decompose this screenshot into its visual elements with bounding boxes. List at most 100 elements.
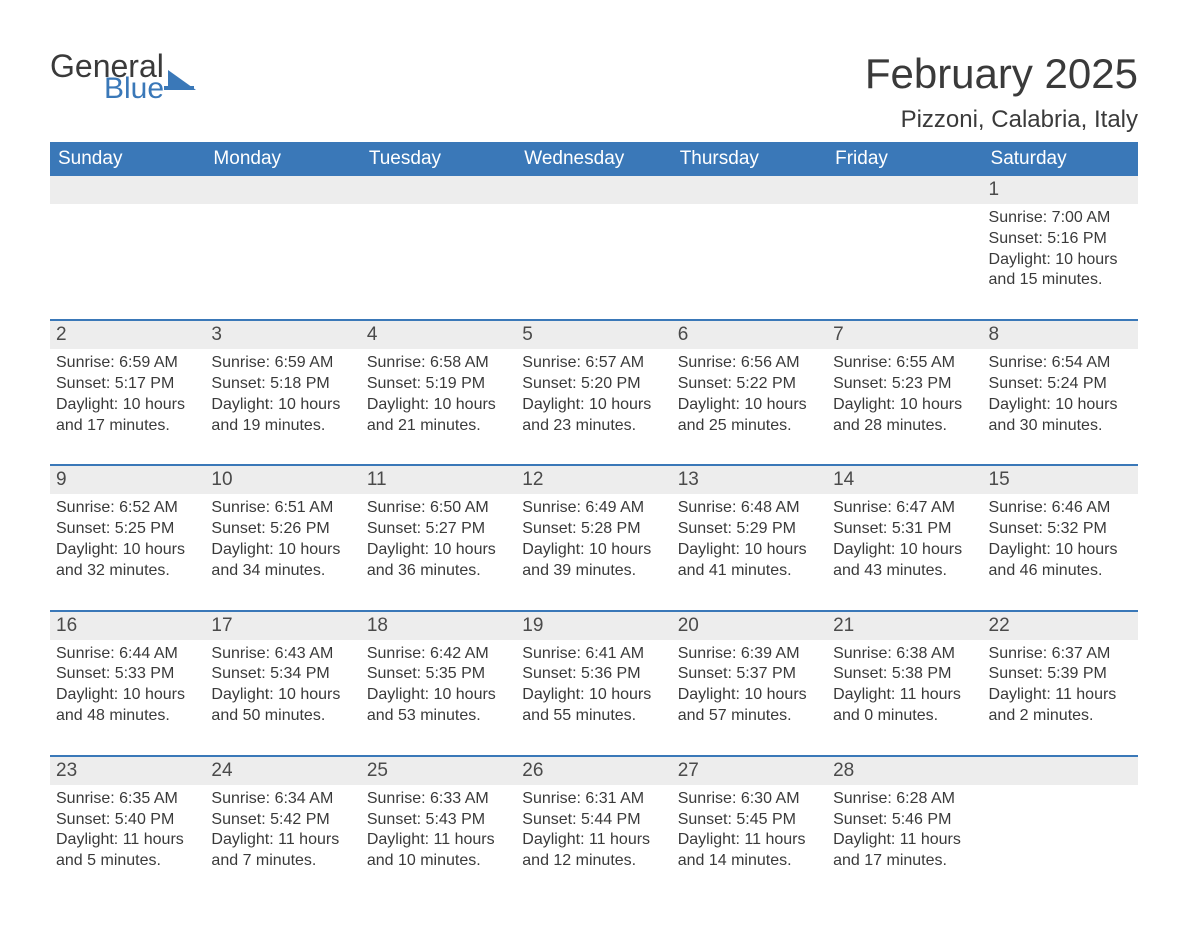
sunrise-line: Sunrise: 6:43 AM — [211, 644, 354, 665]
day-info-cell: Sunrise: 6:41 AMSunset: 5:36 PMDaylight:… — [516, 640, 671, 756]
daylight-line: Daylight: 10 hours and 28 minutes. — [833, 395, 976, 437]
weekday-header: Friday — [827, 142, 982, 176]
sunrise-line: Sunrise: 6:51 AM — [211, 498, 354, 519]
sunset-line: Sunset: 5:16 PM — [989, 229, 1132, 250]
day-info-cell: Sunrise: 6:33 AMSunset: 5:43 PMDaylight:… — [361, 785, 516, 900]
brand-logo-text: General Blue — [50, 50, 164, 104]
day-info-cell: Sunrise: 6:59 AMSunset: 5:17 PMDaylight:… — [50, 349, 205, 465]
daylight-line: Daylight: 11 hours and 10 minutes. — [367, 830, 510, 872]
day-number-cell: 15 — [983, 466, 1138, 494]
day-number-cell — [516, 176, 671, 204]
day-info-cell — [672, 204, 827, 320]
sunrise-line: Sunrise: 7:00 AM — [989, 208, 1132, 229]
daylight-line: Daylight: 10 hours and 46 minutes. — [989, 540, 1132, 582]
day-info-row: Sunrise: 6:59 AMSunset: 5:17 PMDaylight:… — [50, 349, 1138, 465]
sunset-line: Sunset: 5:40 PM — [56, 810, 199, 831]
day-number-row: 1 — [50, 176, 1138, 204]
day-number-cell — [361, 176, 516, 204]
day-number-cell: 6 — [672, 321, 827, 349]
sunset-line: Sunset: 5:18 PM — [211, 374, 354, 395]
daylight-line: Daylight: 11 hours and 7 minutes. — [211, 830, 354, 872]
calendar-page: General Blue February 2025 Pizzoni, Cala… — [0, 0, 1188, 940]
sunrise-line: Sunrise: 6:46 AM — [989, 498, 1132, 519]
day-number-cell: 19 — [516, 612, 671, 640]
day-number-cell: 4 — [361, 321, 516, 349]
daylight-line: Daylight: 11 hours and 0 minutes. — [833, 685, 976, 727]
day-info-cell — [50, 204, 205, 320]
day-number-cell: 24 — [205, 757, 360, 785]
day-number-cell: 18 — [361, 612, 516, 640]
sunrise-line: Sunrise: 6:34 AM — [211, 789, 354, 810]
sunset-line: Sunset: 5:28 PM — [522, 519, 665, 540]
weekday-header: Monday — [205, 142, 360, 176]
brand-flag-icon — [168, 70, 196, 90]
day-number-cell: 9 — [50, 466, 205, 494]
calendar-body: 1Sunrise: 7:00 AMSunset: 5:16 PMDaylight… — [50, 176, 1138, 900]
day-info-cell: Sunrise: 6:35 AMSunset: 5:40 PMDaylight:… — [50, 785, 205, 900]
page-header: General Blue February 2025 Pizzoni, Cala… — [50, 50, 1138, 134]
sunset-line: Sunset: 5:29 PM — [678, 519, 821, 540]
day-info-cell: Sunrise: 6:56 AMSunset: 5:22 PMDaylight:… — [672, 349, 827, 465]
daylight-line: Daylight: 11 hours and 5 minutes. — [56, 830, 199, 872]
day-info-cell: Sunrise: 6:49 AMSunset: 5:28 PMDaylight:… — [516, 494, 671, 610]
sunrise-line: Sunrise: 6:37 AM — [989, 644, 1132, 665]
brand-logo: General Blue — [50, 50, 196, 104]
day-info-cell: Sunrise: 6:59 AMSunset: 5:18 PMDaylight:… — [205, 349, 360, 465]
daylight-line: Daylight: 10 hours and 17 minutes. — [56, 395, 199, 437]
day-number-cell: 12 — [516, 466, 671, 494]
day-info-cell: Sunrise: 6:42 AMSunset: 5:35 PMDaylight:… — [361, 640, 516, 756]
day-info-cell: Sunrise: 7:00 AMSunset: 5:16 PMDaylight:… — [983, 204, 1138, 320]
daylight-line: Daylight: 10 hours and 34 minutes. — [211, 540, 354, 582]
sunset-line: Sunset: 5:36 PM — [522, 664, 665, 685]
day-info-cell: Sunrise: 6:50 AMSunset: 5:27 PMDaylight:… — [361, 494, 516, 610]
day-info-cell: Sunrise: 6:37 AMSunset: 5:39 PMDaylight:… — [983, 640, 1138, 756]
day-number-cell: 2 — [50, 321, 205, 349]
sunrise-line: Sunrise: 6:57 AM — [522, 353, 665, 374]
day-number-row: 232425262728 — [50, 757, 1138, 785]
sunset-line: Sunset: 5:38 PM — [833, 664, 976, 685]
day-number-cell: 20 — [672, 612, 827, 640]
daylight-line: Daylight: 10 hours and 19 minutes. — [211, 395, 354, 437]
weekday-header: Wednesday — [516, 142, 671, 176]
day-number-cell: 16 — [50, 612, 205, 640]
day-info-cell: Sunrise: 6:28 AMSunset: 5:46 PMDaylight:… — [827, 785, 982, 900]
day-number-cell: 1 — [983, 176, 1138, 204]
day-number-cell: 26 — [516, 757, 671, 785]
sunset-line: Sunset: 5:24 PM — [989, 374, 1132, 395]
sunset-line: Sunset: 5:46 PM — [833, 810, 976, 831]
day-info-cell: Sunrise: 6:44 AMSunset: 5:33 PMDaylight:… — [50, 640, 205, 756]
day-info-cell: Sunrise: 6:34 AMSunset: 5:42 PMDaylight:… — [205, 785, 360, 900]
day-info-cell: Sunrise: 6:55 AMSunset: 5:23 PMDaylight:… — [827, 349, 982, 465]
day-info-cell — [827, 204, 982, 320]
daylight-line: Daylight: 10 hours and 48 minutes. — [56, 685, 199, 727]
day-number-cell: 28 — [827, 757, 982, 785]
sunrise-line: Sunrise: 6:59 AM — [211, 353, 354, 374]
sunrise-line: Sunrise: 6:31 AM — [522, 789, 665, 810]
day-number-row: 2345678 — [50, 321, 1138, 349]
sunrise-line: Sunrise: 6:50 AM — [367, 498, 510, 519]
day-number-cell: 27 — [672, 757, 827, 785]
sunrise-line: Sunrise: 6:33 AM — [367, 789, 510, 810]
day-info-cell: Sunrise: 6:58 AMSunset: 5:19 PMDaylight:… — [361, 349, 516, 465]
daylight-line: Daylight: 10 hours and 53 minutes. — [367, 685, 510, 727]
daylight-line: Daylight: 11 hours and 2 minutes. — [989, 685, 1132, 727]
sunrise-line: Sunrise: 6:44 AM — [56, 644, 199, 665]
daylight-line: Daylight: 10 hours and 21 minutes. — [367, 395, 510, 437]
sunrise-line: Sunrise: 6:48 AM — [678, 498, 821, 519]
day-info-cell: Sunrise: 6:51 AMSunset: 5:26 PMDaylight:… — [205, 494, 360, 610]
sunrise-line: Sunrise: 6:56 AM — [678, 353, 821, 374]
day-number-row: 9101112131415 — [50, 466, 1138, 494]
sunrise-line: Sunrise: 6:30 AM — [678, 789, 821, 810]
day-info-row: Sunrise: 6:44 AMSunset: 5:33 PMDaylight:… — [50, 640, 1138, 756]
day-info-cell: Sunrise: 6:31 AMSunset: 5:44 PMDaylight:… — [516, 785, 671, 900]
sunset-line: Sunset: 5:33 PM — [56, 664, 199, 685]
daylight-line: Daylight: 10 hours and 15 minutes. — [989, 250, 1132, 292]
day-number-cell: 11 — [361, 466, 516, 494]
sunset-line: Sunset: 5:35 PM — [367, 664, 510, 685]
day-info-cell: Sunrise: 6:57 AMSunset: 5:20 PMDaylight:… — [516, 349, 671, 465]
day-info-cell: Sunrise: 6:48 AMSunset: 5:29 PMDaylight:… — [672, 494, 827, 610]
day-info-cell: Sunrise: 6:47 AMSunset: 5:31 PMDaylight:… — [827, 494, 982, 610]
day-number-cell: 14 — [827, 466, 982, 494]
sunset-line: Sunset: 5:44 PM — [522, 810, 665, 831]
sunrise-line: Sunrise: 6:41 AM — [522, 644, 665, 665]
